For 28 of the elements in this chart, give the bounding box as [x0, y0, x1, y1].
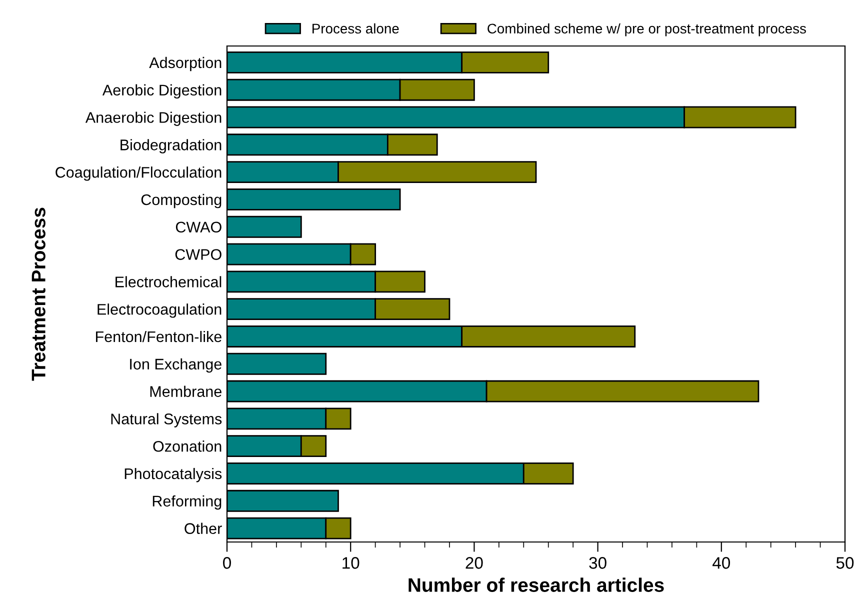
- y-tick-label: Aerobic Digestion: [102, 84, 222, 99]
- x-tick-label: 20: [466, 557, 483, 569]
- y-tick-label: Photocatalysis: [124, 468, 222, 482]
- y-tick-label: Membrane: [150, 386, 222, 397]
- y-tick-label: Biodegradation: [120, 139, 222, 154]
- y-tick-label: Electrochemical: [116, 276, 222, 288]
- y-tick-label: Composting: [141, 194, 222, 208]
- y-tick-label: CWAO: [176, 222, 222, 233]
- x-axis-title: Number of research articles: [408, 578, 664, 592]
- y-tick-label: CWPO: [175, 249, 222, 260]
- x-tick-label: 10: [342, 557, 360, 569]
- y-tick-label: Fenton/Fenton-like: [96, 330, 222, 342]
- y-tick-label: Adsorption: [149, 56, 222, 72]
- y-tick-label: Natural Systems: [111, 413, 222, 428]
- y-tick-label: Other: [184, 522, 222, 534]
- legend-label: Process alone: [312, 23, 399, 34]
- x-tick-label: 40: [712, 557, 730, 569]
- y-axis-title: Treatment Process: [32, 208, 46, 381]
- legend-label: Combined scheme w/ pre or post-treatment process: [488, 23, 806, 36]
- y-tick-label: Electrocoagulation: [98, 304, 222, 318]
- y-tick-label: Coagulation/Flocculation: [56, 166, 222, 181]
- x-tick-label: 50: [836, 557, 854, 569]
- y-tick-label: Ion Exchange: [130, 358, 222, 373]
- y-tick-label: Anaerobic Digestion: [85, 112, 222, 126]
- y-tick-label: Reforming: [152, 495, 222, 510]
- y-tick-label: Ozonation: [153, 440, 222, 452]
- x-tick-label: 0: [223, 557, 231, 569]
- x-tick-label: 30: [589, 557, 606, 569]
